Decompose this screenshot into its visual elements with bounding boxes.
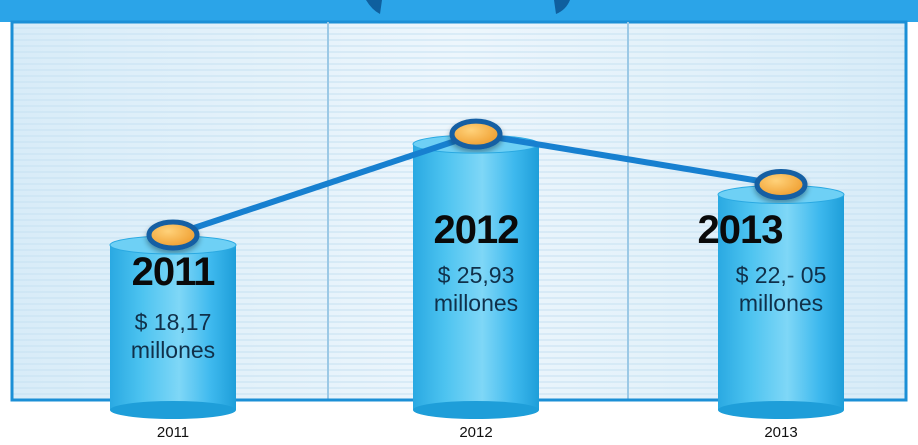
- x-tick-label: 2012: [459, 424, 492, 441]
- cylinder-base: [110, 401, 236, 419]
- cylinder-bar-2013: [717, 185, 845, 419]
- cylinder-body: [718, 194, 844, 410]
- bar-year-label: 2013: [698, 208, 783, 252]
- header-band: [0, 0, 918, 22]
- cylinder-body: [110, 245, 236, 410]
- bar-amount-label: $ 22,- 05: [736, 262, 827, 288]
- bars-layer: [109, 134, 845, 419]
- x-tick-label: 2013: [764, 424, 797, 441]
- bar-year-label: 2011: [132, 250, 216, 294]
- bar-unit-label: millones: [434, 290, 518, 316]
- bar-amount-label: $ 25,93: [438, 262, 515, 288]
- x-tick-labels: 2011 2012 2013: [157, 424, 798, 441]
- cylinder-body: [413, 144, 539, 410]
- trend-marker-2013: [754, 169, 808, 201]
- x-tick-label: 2011: [157, 424, 189, 441]
- trend-marker-2012: [449, 118, 503, 150]
- trend-marker-2011: [146, 219, 200, 251]
- trend-line-layer: [146, 118, 808, 251]
- cylinder-bar-2012: [412, 134, 540, 419]
- bar-amount-label: $ 18,17: [135, 309, 212, 335]
- bar-unit-label: millones: [131, 337, 215, 363]
- cylinder-bar-2011: [109, 235, 237, 419]
- cylinder-base: [718, 401, 844, 419]
- bar-year-label: 2012: [434, 208, 519, 252]
- bar-unit-label: millones: [739, 290, 823, 316]
- cylinder-base: [413, 401, 539, 419]
